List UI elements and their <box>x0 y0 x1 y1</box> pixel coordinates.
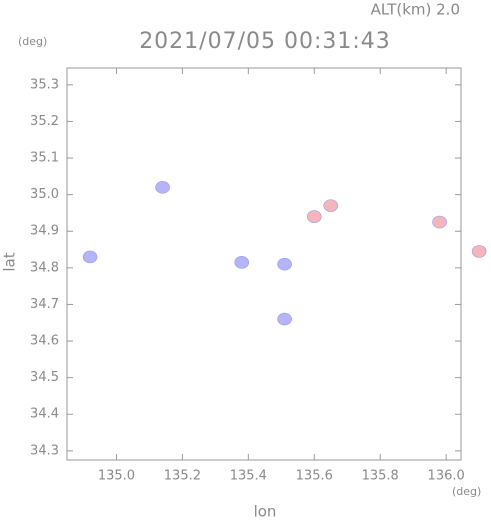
echo <box>306 210 322 223</box>
echo <box>277 312 292 326</box>
echo <box>471 245 487 258</box>
y-tick-label: 35.2 <box>30 114 59 129</box>
plot-frame <box>66 67 462 461</box>
altitude-label: ALT(km) 2.0 <box>371 1 460 19</box>
y-tick-label: 34.9 <box>30 224 59 239</box>
x-tick-label: 136.0 <box>428 469 465 484</box>
x-tick-label: 135.4 <box>230 469 267 484</box>
y-tick-label: 34.3 <box>30 443 59 458</box>
echo <box>82 250 98 264</box>
x-tick-label: 135.2 <box>164 469 201 484</box>
echo <box>323 199 339 212</box>
echo <box>234 256 250 269</box>
y-tick-label: 34.4 <box>30 407 59 422</box>
y-tick-label: 35.3 <box>30 77 59 92</box>
y-axis-label: lat <box>1 252 19 271</box>
y-tick-label: 34.5 <box>30 370 59 385</box>
x-tick-label: 135.6 <box>296 469 333 484</box>
x-tick-label: 135.0 <box>98 469 135 484</box>
y-tick-label: 34.6 <box>30 334 59 349</box>
echo <box>155 181 170 194</box>
y-unit: (deg) <box>18 35 47 48</box>
y-tick-label: 34.7 <box>30 297 59 312</box>
chart-title: 2021/07/05 00:31:43 <box>139 29 391 54</box>
x-unit: (deg) <box>452 485 481 498</box>
x-axis-label: lon <box>254 503 277 521</box>
y-tick-label: 35.1 <box>30 151 59 166</box>
echo <box>277 257 292 271</box>
echo <box>432 215 447 229</box>
y-tick-label: 34.8 <box>30 260 59 275</box>
x-tick-label: 135.8 <box>362 469 399 484</box>
y-tick-label: 35.0 <box>30 187 59 202</box>
